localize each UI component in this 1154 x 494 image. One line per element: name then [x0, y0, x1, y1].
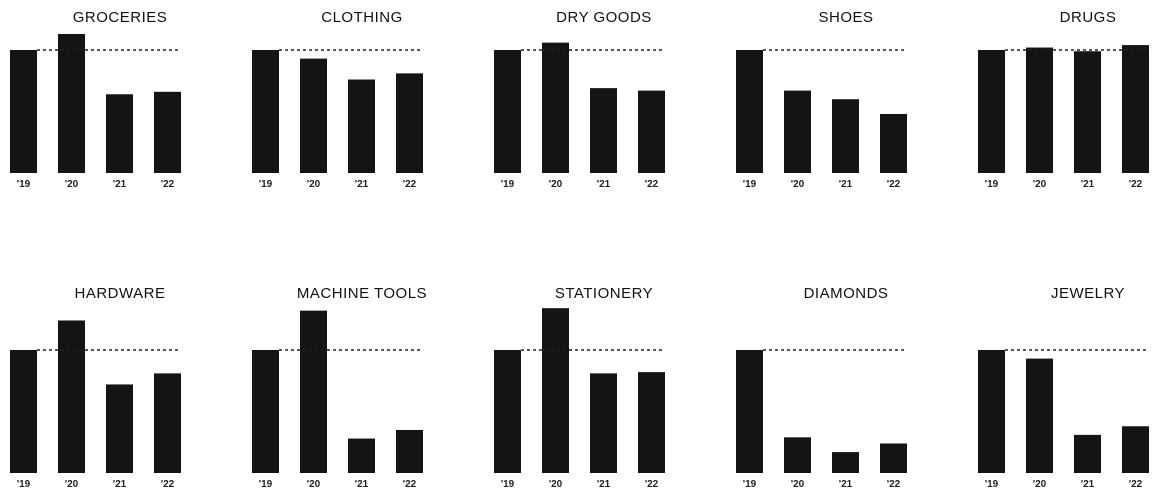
bar	[396, 73, 423, 173]
bar	[832, 452, 859, 473]
panel-title: DRUGS	[1060, 9, 1117, 26]
panel-title: MACHINE TOOLS	[297, 285, 427, 302]
bar	[638, 372, 665, 473]
bar	[494, 350, 521, 473]
bar	[348, 438, 375, 473]
x-tick-label: '19	[501, 179, 515, 190]
x-tick-label: '21	[113, 179, 127, 190]
bar	[10, 50, 37, 173]
panel-title: JEWELRY	[1051, 285, 1125, 302]
bar	[978, 50, 1005, 173]
x-tick-label: '20	[65, 179, 79, 190]
panel-title: GROCERIES	[73, 9, 168, 26]
bar	[832, 99, 859, 173]
x-tick-label: '22	[1129, 179, 1143, 190]
x-tick-label: '22	[161, 479, 175, 490]
x-tick-label: '22	[403, 479, 417, 490]
x-tick-label: '21	[597, 479, 611, 490]
x-tick-label: '19	[743, 179, 757, 190]
bar	[494, 50, 521, 173]
bar	[106, 94, 133, 173]
x-tick-label: '20	[549, 479, 563, 490]
panel-title: CLOTHING	[321, 9, 403, 26]
bar	[542, 308, 569, 473]
x-tick-label: '21	[1081, 179, 1095, 190]
bar	[1074, 51, 1101, 174]
x-tick-label: '20	[549, 179, 563, 190]
bar	[154, 373, 181, 473]
bar	[880, 443, 907, 473]
x-tick-label: '19	[17, 479, 31, 490]
bar	[10, 350, 37, 473]
x-tick-label: '21	[597, 179, 611, 190]
bar	[784, 90, 811, 173]
bar	[396, 429, 423, 473]
x-tick-label: '20	[1033, 479, 1047, 490]
bar	[1026, 358, 1053, 473]
bar	[300, 58, 327, 173]
bar	[736, 50, 763, 173]
x-tick-label: '20	[65, 479, 79, 490]
x-tick-label: '20	[791, 479, 805, 490]
bar	[252, 50, 279, 173]
x-tick-label: '21	[1081, 479, 1095, 490]
x-tick-label: '21	[839, 179, 853, 190]
panel-title: DRY GOODS	[556, 9, 652, 26]
panel-title: STATIONERY	[555, 285, 653, 302]
x-tick-label: '21	[839, 479, 853, 490]
x-tick-label: '20	[791, 179, 805, 190]
bar	[1026, 47, 1053, 173]
bar	[58, 34, 85, 174]
bar	[638, 90, 665, 173]
x-tick-label: '19	[743, 479, 757, 490]
bar	[348, 79, 375, 173]
x-tick-label: '19	[501, 479, 515, 490]
bar	[106, 384, 133, 473]
panel-title: HARDWARE	[75, 285, 166, 302]
x-tick-label: '19	[17, 179, 31, 190]
x-tick-label: '22	[887, 479, 901, 490]
x-tick-label: '22	[161, 179, 175, 190]
bar	[1122, 45, 1149, 173]
bar	[590, 88, 617, 173]
bar	[590, 373, 617, 473]
x-tick-label: '19	[985, 179, 999, 190]
x-tick-label: '19	[259, 479, 273, 490]
panel-title: SHOES	[818, 9, 873, 26]
panel-title: DIAMONDS	[804, 285, 889, 302]
x-tick-label: '22	[645, 179, 659, 190]
bar	[784, 437, 811, 473]
bar	[736, 350, 763, 473]
x-tick-label: '21	[355, 479, 369, 490]
bar	[1122, 426, 1149, 473]
bar	[58, 320, 85, 473]
x-tick-label: '20	[307, 179, 321, 190]
x-tick-label: '19	[985, 479, 999, 490]
bar	[252, 350, 279, 473]
bar	[154, 91, 181, 173]
x-tick-label: '22	[403, 179, 417, 190]
x-tick-label: '22	[645, 479, 659, 490]
bar	[978, 350, 1005, 473]
bar	[1074, 434, 1101, 473]
x-tick-label: '21	[355, 179, 369, 190]
bar	[542, 42, 569, 174]
x-tick-label: '22	[887, 179, 901, 190]
x-tick-label: '20	[1033, 179, 1047, 190]
x-tick-label: '20	[307, 479, 321, 490]
bar	[880, 113, 907, 173]
x-tick-label: '21	[113, 479, 127, 490]
bar	[300, 310, 327, 473]
x-tick-label: '22	[1129, 479, 1143, 490]
x-tick-label: '19	[259, 179, 273, 190]
